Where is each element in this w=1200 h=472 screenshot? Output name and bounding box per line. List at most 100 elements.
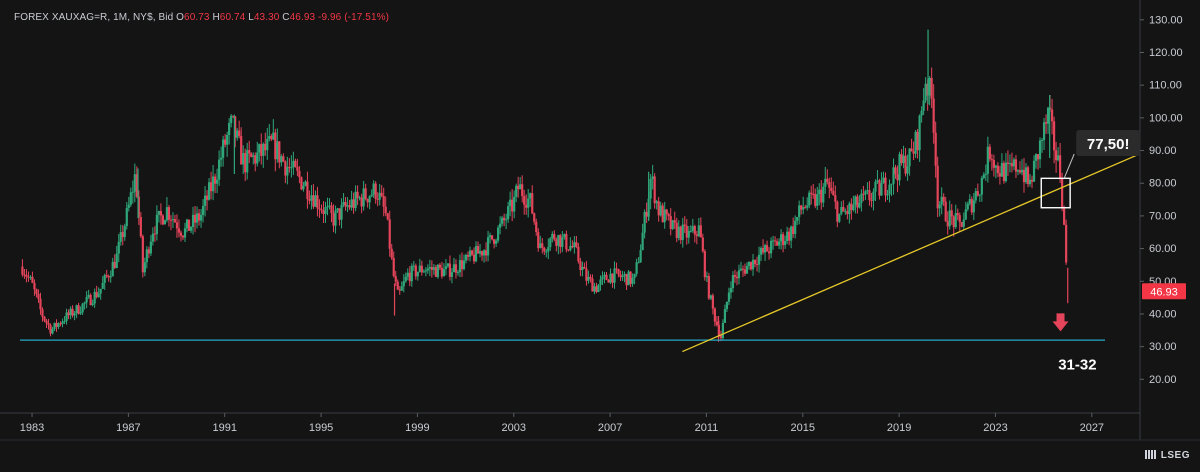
candle-body <box>490 235 494 240</box>
candle-body <box>631 277 634 284</box>
y-tick-label: 20.00 <box>1149 374 1177 386</box>
candle-body <box>533 213 536 222</box>
candle-body <box>137 196 140 218</box>
candle-body <box>1016 170 1020 172</box>
candle-body <box>834 195 837 202</box>
candle-body <box>484 250 488 256</box>
candle-body <box>984 173 987 175</box>
candle-body <box>771 240 775 242</box>
candle-body <box>567 249 570 251</box>
candle-body <box>715 321 718 326</box>
candle-body <box>316 195 319 209</box>
candle-body <box>537 232 540 249</box>
candle-body <box>854 196 857 205</box>
candle-body <box>87 294 90 298</box>
candle-body <box>1044 122 1048 124</box>
candle-body <box>876 180 879 182</box>
candle-body <box>356 191 359 199</box>
candle-body <box>661 205 664 223</box>
candle-body <box>751 259 755 270</box>
candle-body <box>561 237 564 247</box>
candle-body <box>1034 154 1038 161</box>
candle-body <box>278 141 281 163</box>
candle-body <box>842 206 845 212</box>
candle-body <box>179 232 183 236</box>
candle-body <box>340 205 343 220</box>
candle-body <box>308 199 311 201</box>
candle-body <box>27 276 30 278</box>
candle-body <box>759 247 763 255</box>
candle-body <box>129 192 132 205</box>
candle-body <box>260 144 263 156</box>
candle-body <box>127 204 130 208</box>
x-tick-label: 2011 <box>695 422 719 434</box>
candle-body <box>701 237 704 252</box>
candle-body <box>962 219 965 227</box>
candle-body <box>517 185 520 190</box>
candle-body <box>294 160 297 167</box>
candle-body <box>348 205 351 208</box>
candle-body <box>151 233 154 242</box>
candle-body <box>157 210 160 215</box>
candle-body <box>21 266 24 275</box>
candle-body <box>428 267 431 269</box>
candle-body <box>105 275 108 277</box>
candle-body <box>246 150 249 173</box>
candle-body <box>334 210 337 226</box>
candle-body <box>749 261 753 270</box>
candle-body <box>53 322 56 330</box>
candle-body <box>492 239 496 244</box>
candle-body <box>268 136 271 139</box>
candle-body <box>352 199 355 208</box>
candle-body <box>272 132 275 140</box>
candle-body <box>663 209 666 223</box>
candle-body <box>218 159 221 180</box>
candle-body <box>980 177 983 195</box>
target-range-label: 31-32 <box>1058 357 1096 374</box>
candle-body <box>882 177 885 184</box>
candle-body <box>374 183 377 199</box>
candle-body <box>954 213 957 228</box>
candle-body <box>499 223 502 228</box>
candle-body <box>418 265 421 272</box>
candle-body <box>131 191 134 193</box>
candle-body <box>386 213 389 220</box>
candle-body <box>153 233 156 235</box>
candle-body <box>41 309 44 317</box>
candle-body <box>324 207 327 214</box>
last-price-tag <box>1142 283 1186 300</box>
candle-body <box>450 272 454 277</box>
candle-body <box>832 191 835 196</box>
candle-body <box>1063 208 1066 225</box>
candle-body <box>238 130 241 136</box>
candle-body <box>860 193 863 203</box>
x-tick-label: 1995 <box>309 422 333 434</box>
candle-body <box>623 274 626 276</box>
candle-body <box>63 321 66 323</box>
candle-body <box>228 122 231 136</box>
candle-body <box>609 273 612 283</box>
candle-body <box>918 115 921 151</box>
y-tick-label: 40.00 <box>1149 308 1177 320</box>
candle-body <box>757 254 761 265</box>
close-label: C <box>282 12 290 23</box>
candle-body <box>75 305 78 314</box>
candle-body <box>820 189 823 203</box>
candle-body <box>667 214 670 217</box>
candle-body <box>856 196 859 208</box>
candle-body <box>302 185 305 190</box>
candle-body <box>320 209 323 211</box>
candle-body <box>266 138 269 151</box>
candle-body <box>51 329 54 334</box>
candle-body <box>731 275 735 289</box>
candle-body <box>852 204 855 211</box>
candle-body <box>236 130 239 138</box>
candle-body <box>304 181 307 186</box>
candle-body <box>211 176 215 192</box>
candle-body <box>213 176 217 184</box>
candle-body <box>587 276 590 281</box>
candle-body <box>627 271 630 286</box>
candle-body <box>1061 178 1064 209</box>
candle-body <box>818 189 821 195</box>
